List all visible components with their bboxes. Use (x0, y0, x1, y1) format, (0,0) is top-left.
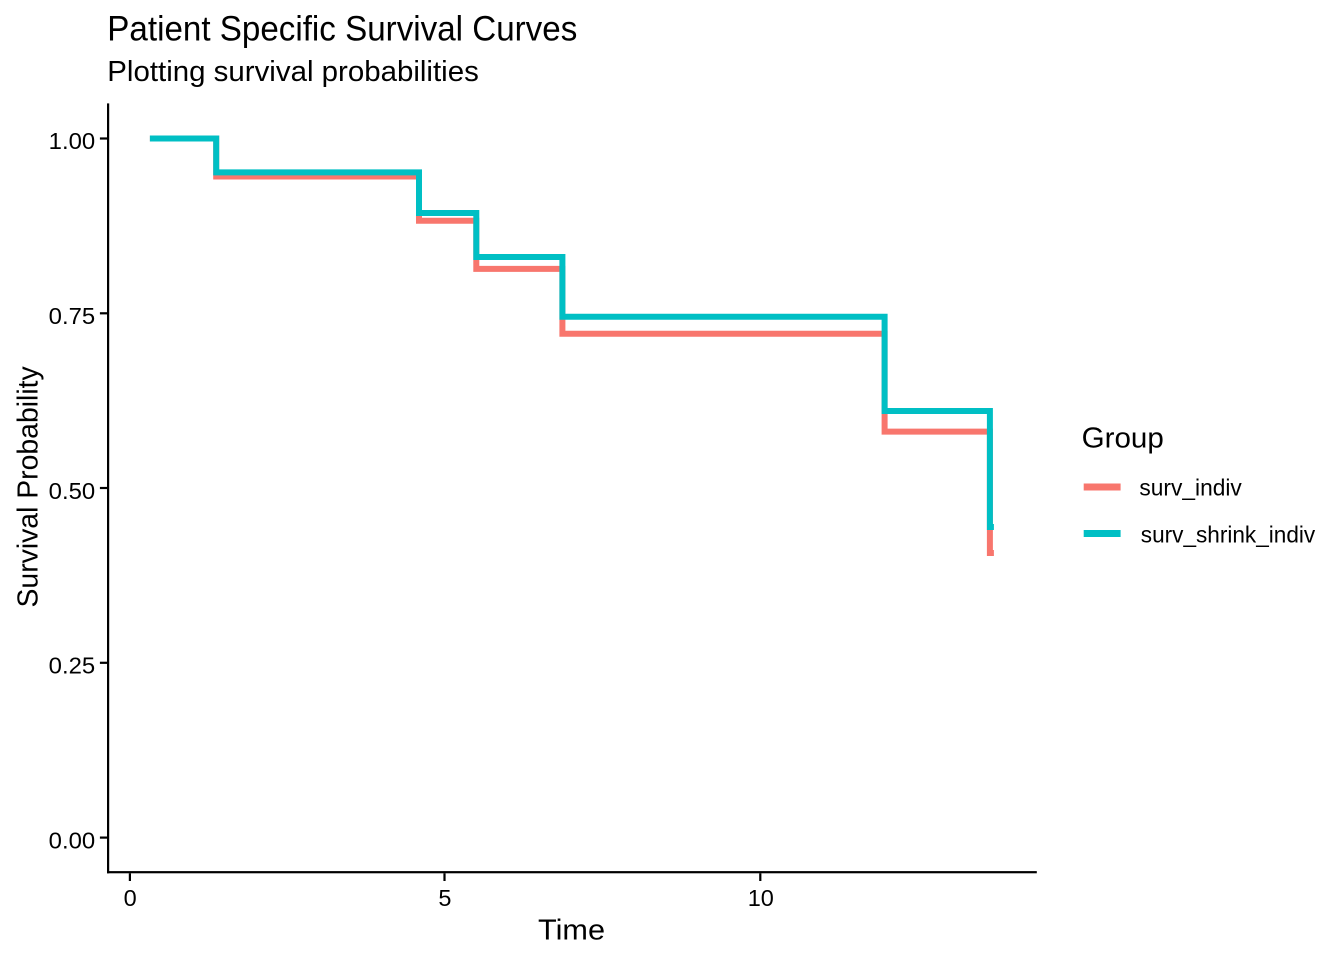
svg-text:1.00: 1.00 (49, 128, 96, 154)
svg-text:0.00: 0.00 (49, 827, 96, 853)
svg-text:Group: Group (1082, 423, 1164, 455)
svg-text:0.25: 0.25 (49, 653, 96, 679)
svg-text:surv_shrink_indiv: surv_shrink_indiv (1141, 521, 1316, 547)
svg-text:0.75: 0.75 (49, 303, 96, 329)
svg-text:0: 0 (124, 885, 137, 911)
svg-text:5: 5 (438, 885, 451, 911)
svg-text:surv_indiv: surv_indiv (1139, 475, 1242, 501)
svg-text:Survival Probability: Survival Probability (13, 366, 45, 608)
svg-text:Plotting survival probabilitie: Plotting survival probabilities (107, 56, 479, 88)
svg-text:Time: Time (538, 915, 605, 947)
svg-text:Patient Specific Survival Curv: Patient Specific Survival Curves (107, 10, 577, 49)
svg-text:10: 10 (748, 885, 774, 911)
svg-text:0.50: 0.50 (49, 478, 96, 504)
